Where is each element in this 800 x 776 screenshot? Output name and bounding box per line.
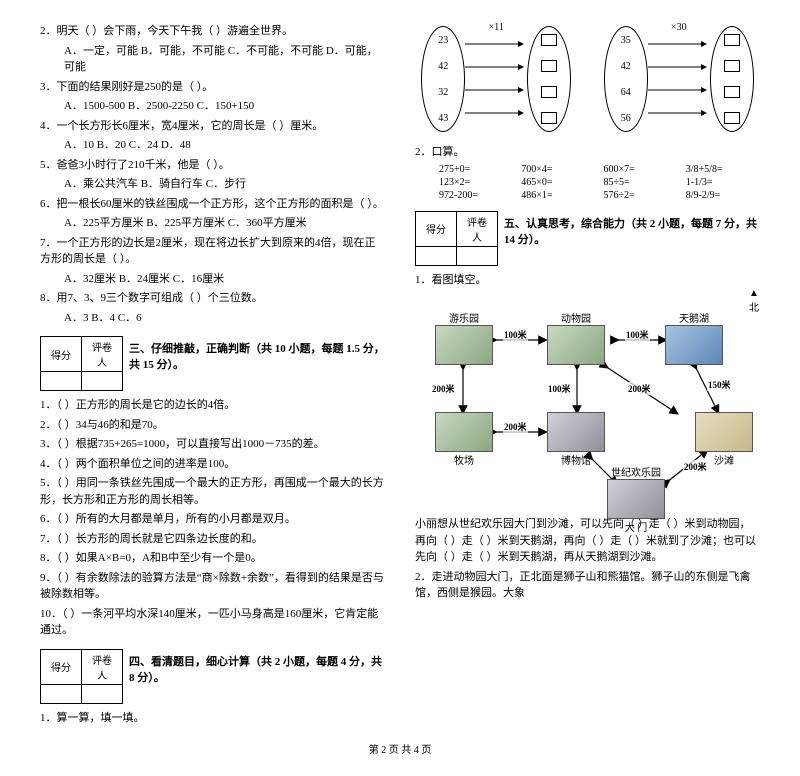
dist-g: 150米 [707, 378, 732, 391]
blank-box [724, 112, 740, 124]
right-column: ×11 23 42 32 43 [415, 20, 760, 729]
section4-header: 得分评卷人 四、看清题目，细心计算（共 2 小题，每题 4 分，共 8 分）。 [40, 649, 385, 704]
para1: 小丽想从世纪欢乐园大门到沙滩，可以先向（ ）走（ ）米到动物园，再向（ ）走（ … [415, 516, 760, 566]
calc-grid: 275+0=700×4=600×7=3/8+5/8= 123×2=465×0=8… [415, 164, 760, 201]
diagram-2: ×30 35 42 64 56 [604, 24, 754, 134]
q5-opts: A．乘公共汽车 B．骑自行车 C．步行 [40, 176, 385, 193]
q4-opts: A．10 B．20 C．24 D．48 [40, 137, 385, 154]
oval-2-right [710, 26, 754, 132]
tf8: 8．（ ）如果A×B=0，A和B中至少有一个是0。 [40, 550, 385, 567]
s4-sub: 1．算一算，填一填。 [40, 710, 385, 727]
q2: 2．明天（ ）会下雨，今天下午我（ ）游遍全世界。 [40, 23, 385, 40]
mapping-diagrams: ×11 23 42 32 43 [415, 24, 760, 134]
tf1: 1．（ ）正方形的周长是它的边长的4倍。 [40, 397, 385, 414]
oval-1-left: 23 42 32 43 [421, 26, 465, 132]
dist-b: 100米 [625, 328, 650, 341]
q2-opts: A．一定，可能 B．可能，不可能 C．不可能，不可能 D．可能，可能 [40, 43, 385, 76]
page-footer: 第 2 页 共 4 页 [40, 741, 760, 756]
place-lake: 天鹅湖 [665, 310, 723, 365]
score-h1: 得分 [41, 337, 82, 372]
place-beach: 沙滩 [695, 412, 753, 467]
place-gate: 世纪欢乐园大 门 [607, 464, 665, 534]
tf2: 2．（ ）34与46的和是70。 [40, 417, 385, 434]
tf6: 6．（ ）所有的大月都是单月，所有的小月都是双月。 [40, 511, 385, 528]
dist-a: 100米 [503, 328, 528, 341]
tf4: 4．（ ）两个面积单位之间的进率是100。 [40, 456, 385, 473]
s5-sub: 1．看图填空。 [415, 272, 760, 289]
oval-2-left: 35 42 64 56 [604, 26, 648, 132]
q6: 6．把一根长60厘米的铁丝围成一个正方形，这个正方形的面积是（ ）。 [40, 196, 385, 213]
mult-label-1: ×11 [489, 22, 504, 33]
map-diagram: ▲北 游乐园 动物园 天鹅湖 牧场 博物馆 沙滩 世纪欢乐园大 门 100米 1 [415, 292, 755, 512]
left-column: 2．明天（ ）会下雨，今天下午我（ ）游遍全世界。 A．一定，可能 B．可能，不… [40, 20, 385, 729]
dist-h: 200米 [683, 460, 708, 473]
score-table-3: 得分评卷人 [415, 211, 498, 266]
score-table-2: 得分评卷人 [40, 649, 123, 704]
blank-box [724, 86, 740, 98]
section4-title: 四、看清题目，细心计算（共 2 小题，每题 4 分，共 8 分）。 [129, 649, 385, 685]
tf7: 7．（ ）长方形的周长就是它四条边长度的和。 [40, 531, 385, 548]
score-table: 得分评卷人 [40, 336, 123, 391]
q3-opts: A．1500-500 B．2500-2250 C．150+150 [40, 98, 385, 115]
tf5: 5．（ ）用同一条铁丝先围成一个最大的正方形，再围成一个最大的长方形，长方形和正… [40, 475, 385, 508]
diagram-1: ×11 23 42 32 43 [421, 24, 571, 134]
place-zoo: 动物园 [547, 310, 605, 365]
calc-title: 2．口算。 [415, 144, 760, 161]
q4: 4．一个长方形长6厘米，宽4厘米，它的周长是（ ）厘米。 [40, 118, 385, 135]
blank-box [541, 112, 557, 124]
score-h2: 评卷人 [82, 337, 123, 372]
mult-label-2: ×30 [671, 22, 687, 33]
dist-f: 200米 [503, 420, 528, 433]
tf9: 9．（ ）有余数除法的验算方法是“商×除数+余数”，看得到的结果是否与被除数相等… [40, 570, 385, 603]
q5: 5．爸爸3小时行了210千米，他是（ ）。 [40, 157, 385, 174]
place-ranch: 牧场 [435, 412, 493, 467]
section3-header: 得分评卷人 三、仔细推敲，正确判断（共 10 小题，每题 1.5 分，共 15 … [40, 336, 385, 391]
blank-box [541, 60, 557, 72]
blank-box [541, 34, 557, 46]
section5-title: 五、认真思考，综合能力（共 2 小题，每题 7 分，共 14 分）。 [504, 211, 760, 247]
place-amuse: 游乐园 [435, 310, 493, 365]
tf10: 10．（ ）一条河平均水深140厘米，一匹小马身高是160厘米，它肯定能通过。 [40, 606, 385, 639]
dist-d: 100米 [547, 382, 572, 395]
blank-box [724, 60, 740, 72]
blank-box [724, 34, 740, 46]
blank-box [541, 86, 557, 98]
dist-c: 200米 [431, 382, 456, 395]
section5-header: 得分评卷人 五、认真思考，综合能力（共 2 小题，每题 7 分，共 14 分）。 [415, 211, 760, 266]
q3: 3．下面的结果刚好是250的是（ ）。 [40, 79, 385, 96]
arrows-1 [463, 34, 529, 124]
q7: 7．一个正方形的边长是2厘米，现在将边长扩大到原来的4倍，现在正方形的周长是（ … [40, 235, 385, 268]
para2: 2．走进动物园大门，正北面是狮子山和熊猫馆。狮子山的东侧是飞禽馆，西侧是猴园。大… [415, 569, 760, 602]
place-museum: 博物馆 [547, 412, 605, 467]
dist-e: 200米 [627, 382, 652, 395]
section3-title: 三、仔细推敲，正确判断（共 10 小题，每题 1.5 分，共 15 分）。 [129, 336, 385, 372]
q8: 8．用7、3、9三个数字可组成（ ）个三位数。 [40, 290, 385, 307]
arrows-2 [646, 34, 712, 124]
q8-opts: A．3 B．4 C．6 [40, 310, 385, 327]
q7-opts: A．32厘米 B．24厘米 C．16厘米 [40, 271, 385, 288]
tf3: 3．（ ）根据735+265=1000，可以直接写出1000－735的差。 [40, 436, 385, 453]
oval-1-right [527, 26, 571, 132]
q6-opts: A．225平方厘米 B．225平方厘米 C．360平方厘米 [40, 215, 385, 232]
